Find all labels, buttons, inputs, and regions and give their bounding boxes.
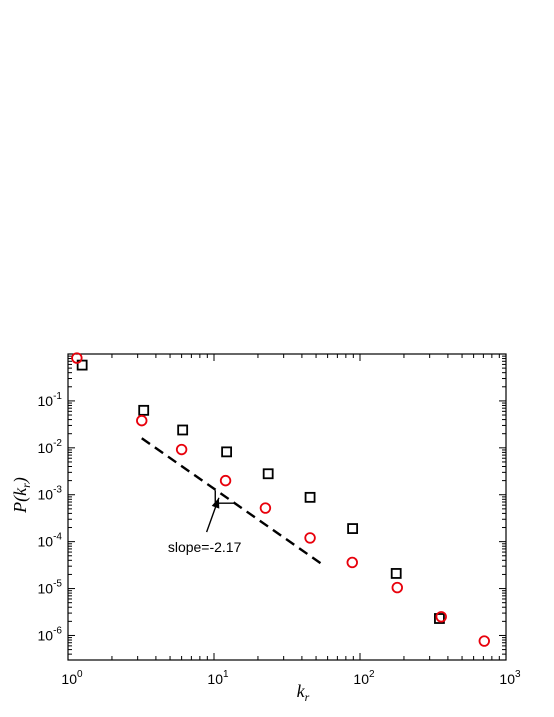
y-axis-label: P(kr) (10, 477, 33, 514)
circle-point (478, 635, 490, 647)
circle-point (259, 502, 272, 514)
circle-point (304, 532, 316, 544)
fit-line (141, 437, 323, 566)
square-point (221, 446, 233, 458)
circle-point (391, 581, 403, 594)
x-axis-label: kr (297, 681, 310, 704)
square-point (177, 424, 189, 436)
axis-labels: kr P(kr) (10, 477, 310, 704)
square-point (262, 468, 274, 480)
circle-point (71, 352, 83, 364)
circle-point (136, 414, 148, 427)
circle-point (175, 443, 188, 456)
plot-frame (67, 353, 507, 661)
circle-point (219, 474, 232, 487)
square-point (347, 523, 359, 534)
annotation-label: slope=-2.17 (168, 539, 242, 555)
y-tick-label: 10-2 (38, 438, 63, 456)
x-tick-label: 103 (499, 669, 521, 687)
x-tick-label: 101 (207, 669, 229, 687)
axis-ticks (67, 353, 507, 661)
circle-point (346, 556, 358, 569)
annotations: slope=-2.17 (168, 497, 242, 555)
data-markers (71, 352, 490, 647)
square-point (138, 404, 150, 416)
square-point (434, 613, 445, 624)
y-tick-label: 10-6 (38, 625, 63, 643)
x-tick-label: 102 (353, 669, 375, 687)
y-tick-label: 10-1 (38, 391, 63, 409)
annotation-arrow-head (211, 497, 220, 509)
y-tick-label: 10-3 (38, 485, 63, 503)
x-tick-label: 100 (61, 669, 83, 687)
y-tick-label: 10-4 (38, 532, 63, 550)
tick-labels: 100 101 102 103 10-6 10-5 10-4 10-3 10-2 10-1 (38, 391, 521, 687)
circle-point (435, 611, 447, 623)
y-tick-label: 10-5 (38, 579, 63, 597)
square-point (390, 568, 402, 579)
plot-frame-layer (67, 353, 507, 661)
square-point (304, 491, 316, 503)
square-point (76, 359, 88, 371)
